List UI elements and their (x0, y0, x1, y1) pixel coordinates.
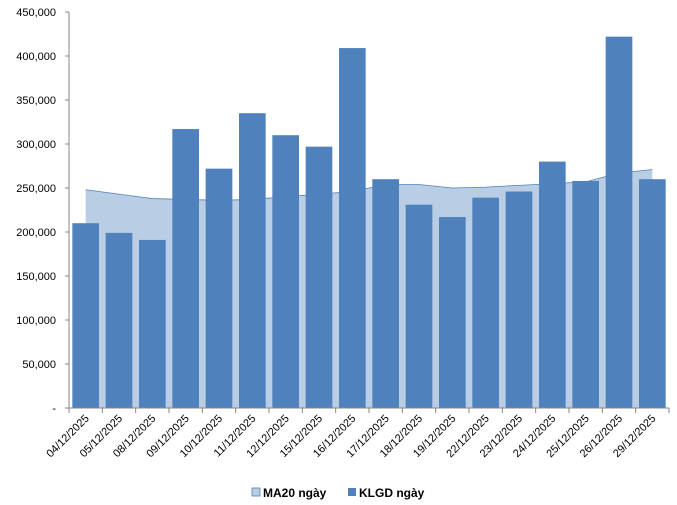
bar-19/12/2025 (439, 217, 466, 408)
bar-05/12/2025 (105, 232, 133, 408)
bar-15/12/2025 (305, 146, 333, 408)
y-tick-label: - (52, 403, 56, 415)
bar-18/12/2025 (405, 204, 433, 408)
legend: MA20 ngày KLGD ngày (251, 486, 425, 500)
bar-08/12/2025 (139, 239, 166, 408)
legend-label-ma20: MA20 ngày (263, 486, 327, 500)
legend-swatch-ma20 (251, 487, 261, 497)
axis-layer (65, 11, 670, 413)
y-tick-label: 450,000 (16, 7, 56, 19)
y-tick-label: 150,000 (16, 271, 56, 283)
bar-09/12/2025 (172, 129, 199, 409)
bar-25/12/2025 (572, 180, 599, 408)
bar-22/12/2025 (472, 197, 499, 408)
bar-26/12/2025 (605, 36, 633, 408)
y-tick-label: 350,000 (16, 95, 56, 107)
bar-23/12/2025 (505, 191, 533, 408)
bar-17/12/2025 (372, 179, 399, 408)
bar-12/12/2025 (272, 135, 299, 408)
y-tick-label: 300,000 (16, 139, 56, 151)
y-tick-label: 250,000 (16, 183, 56, 195)
legend-label-klgd: KLGD ngày (359, 486, 425, 500)
y-tick-label: 200,000 (16, 227, 56, 239)
bar-11/12/2025 (239, 113, 266, 408)
area-layer (85, 169, 653, 408)
bar-24/12/2025 (539, 161, 566, 408)
bar-16/12/2025 (339, 48, 366, 408)
x-tick-labels: 04/12/202505/12/202508/12/202509/12/2025… (44, 413, 658, 460)
legend-swatch-klgd (348, 488, 356, 496)
y-tick-labels: - 50,000 100,000 150,000 200,000 250,000 300,0… (16, 7, 56, 415)
y-tick-label: 400,000 (16, 51, 56, 63)
bar-29/12/2025 (639, 179, 666, 408)
y-tick-label: 50,000 (22, 359, 56, 371)
bar-04/12/2025 (72, 223, 99, 408)
y-tick-label: 100,000 (16, 315, 56, 327)
bar-10/12/2025 (205, 168, 233, 408)
ma20-area (85, 169, 653, 408)
bar-layer (72, 36, 666, 409)
